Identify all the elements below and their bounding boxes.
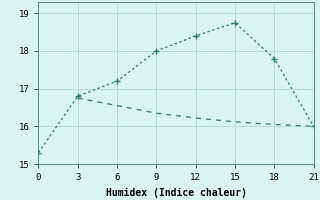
X-axis label: Humidex (Indice chaleur): Humidex (Indice chaleur): [106, 188, 246, 198]
